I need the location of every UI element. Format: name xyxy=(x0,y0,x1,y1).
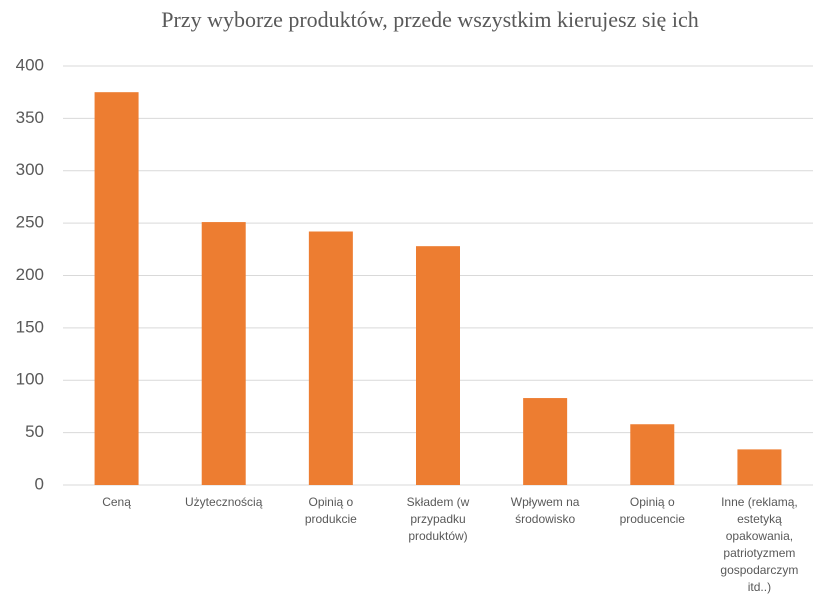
x-tick-label: Inne (reklamą, estetyką opakowania, patriot… xyxy=(720,495,798,594)
x-tick-label: Opinią o produkcie xyxy=(305,495,357,526)
y-tick-label: 400 xyxy=(16,55,44,74)
y-tick-label: 200 xyxy=(16,265,44,284)
bar xyxy=(201,222,246,485)
bar xyxy=(737,449,782,485)
bar xyxy=(308,231,353,485)
x-tick-label: Wpływem na środowisko xyxy=(511,495,580,526)
bar xyxy=(630,424,675,485)
x-tick-label: Ceną xyxy=(102,495,131,509)
y-tick-label: 150 xyxy=(16,317,44,336)
bar xyxy=(416,246,460,485)
y-tick-label: 300 xyxy=(16,160,44,179)
chart-title: Przy wyborze produktów, przede wszystkim… xyxy=(161,7,698,32)
bar xyxy=(523,398,568,485)
x-tick-label: Składem (w przypadku produktów) xyxy=(407,495,470,543)
y-tick-label: 100 xyxy=(16,370,44,389)
y-tick-label: 250 xyxy=(16,213,44,232)
x-tick-label: Opinią o producencie xyxy=(620,495,686,526)
y-tick-label: 50 xyxy=(25,422,44,441)
bar xyxy=(94,92,139,485)
y-tick-label: 350 xyxy=(16,108,44,127)
y-tick-label: 0 xyxy=(35,474,44,493)
x-tick-label: Użytecznością xyxy=(185,495,263,509)
